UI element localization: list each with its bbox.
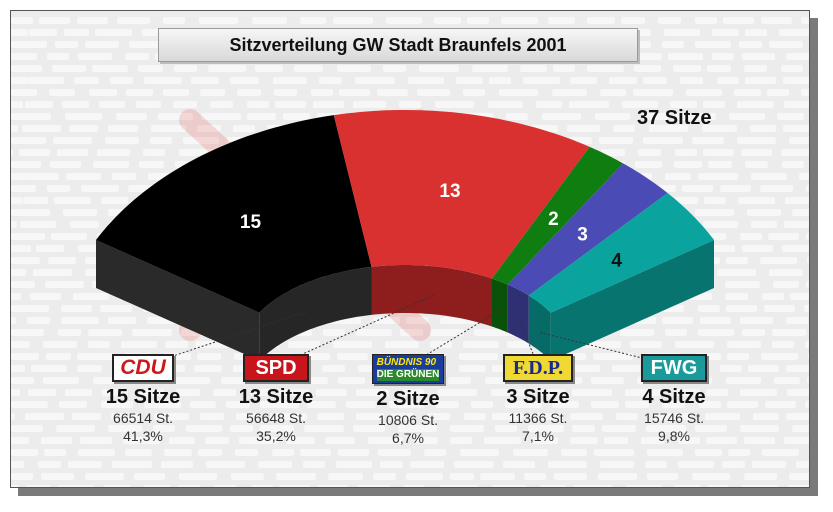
party-spd: SPD 13 Sitze 56648 St. 35,2% bbox=[216, 354, 336, 445]
spd-votes: 56648 St. bbox=[246, 410, 306, 426]
segment-fdp bbox=[507, 163, 668, 296]
cdu-percent: 41,3% bbox=[123, 428, 163, 444]
gruene-percent: 6,7% bbox=[392, 430, 424, 446]
spd-logo: SPD bbox=[243, 354, 309, 382]
cdu-votes: 66514 St. bbox=[113, 410, 173, 426]
fdp-percent: 7,1% bbox=[522, 428, 554, 444]
gruene-logo: BÜNDNIS 90 DIE GRÜNEN bbox=[371, 354, 445, 384]
cdu-logo: CDU bbox=[112, 354, 174, 382]
leader-line-fdp bbox=[518, 318, 539, 367]
segment-cdu bbox=[96, 115, 372, 313]
leader-line-fwg bbox=[540, 332, 675, 367]
segment-label-fwg: 4 bbox=[611, 251, 622, 272]
segment-fwg bbox=[528, 193, 714, 313]
party-fdp: F.D.P. 3 Sitze 11366 St. 7,1% bbox=[478, 354, 598, 445]
segment-inner-wall-spd bbox=[371, 265, 492, 327]
segment-inner-wall-cdu bbox=[259, 266, 372, 361]
segment-inner-wall-fwg bbox=[528, 295, 551, 361]
fdp-seats: 3 Sitze bbox=[506, 386, 570, 408]
fdp-logo: F.D.P. bbox=[502, 354, 574, 382]
cdu-seats: 15 Sitze bbox=[105, 386, 181, 408]
gruene-seats: 2 Sitze bbox=[376, 388, 440, 410]
segment-label-gruene: 2 bbox=[548, 209, 559, 230]
segment-label-cdu: 15 bbox=[240, 212, 262, 233]
segment-spd bbox=[333, 110, 590, 279]
fwg-votes: 15746 St. bbox=[644, 410, 704, 426]
fwg-seats: 4 Sitze bbox=[642, 386, 706, 408]
chart-title: Sitzverteilung GW Stadt Braunfels 2001 bbox=[158, 28, 638, 62]
segment-label-fdp: 3 bbox=[577, 225, 588, 246]
gruene-logo-line2: DIE GRÜNEN bbox=[376, 369, 440, 381]
spd-percent: 35,2% bbox=[256, 428, 296, 444]
party-fwg: FWG 4 Sitze 15746 St. 9,8% bbox=[614, 354, 734, 445]
leader-line-cdu bbox=[142, 311, 307, 367]
party-gruene: BÜNDNIS 90 DIE GRÜNEN 2 Sitze 10806 St. … bbox=[348, 354, 468, 447]
segment-end-wall-left bbox=[96, 240, 260, 361]
gruene-votes: 10806 St. bbox=[378, 412, 438, 428]
total-seats-label: 37 Sitze bbox=[637, 107, 712, 129]
fwg-percent: 9,8% bbox=[658, 428, 690, 444]
fwg-logo: FWG bbox=[640, 354, 708, 382]
gruene-logo-line1: BÜNDNIS 90 bbox=[376, 357, 437, 368]
segment-gruene bbox=[492, 146, 624, 285]
segment-label-spd: 13 bbox=[439, 181, 460, 202]
party-cdu: CDU 15 Sitze 66514 St. 41,3% bbox=[83, 354, 203, 445]
fdp-votes: 11366 St. bbox=[508, 410, 568, 426]
segment-end-wall-right bbox=[550, 240, 714, 361]
spd-seats: 13 Sitze bbox=[238, 386, 314, 408]
segment-inner-wall-gruene bbox=[492, 278, 508, 333]
segment-inner-wall-fdp bbox=[507, 284, 529, 344]
seat-segments: 15 13 23 4 bbox=[96, 110, 714, 361]
